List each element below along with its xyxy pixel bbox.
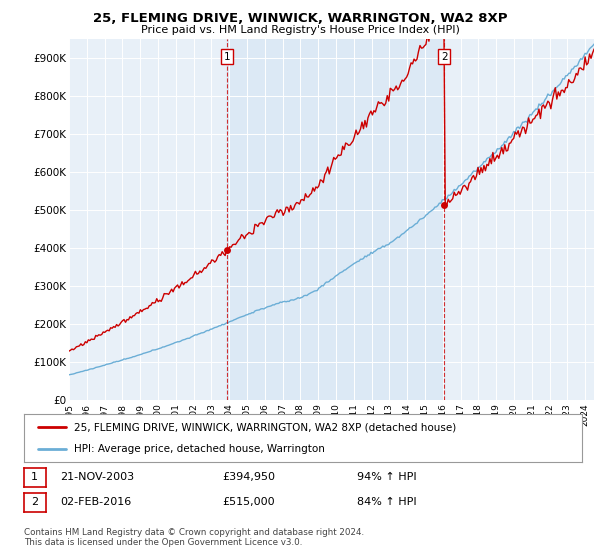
Text: 1: 1 — [224, 52, 230, 62]
Text: 25, FLEMING DRIVE, WINWICK, WARRINGTON, WA2 8XP (detached house): 25, FLEMING DRIVE, WINWICK, WARRINGTON, … — [74, 422, 457, 432]
Text: 94% ↑ HPI: 94% ↑ HPI — [357, 472, 416, 482]
Text: Contains HM Land Registry data © Crown copyright and database right 2024.
This d: Contains HM Land Registry data © Crown c… — [24, 528, 364, 548]
Text: 21-NOV-2003: 21-NOV-2003 — [60, 472, 134, 482]
Text: 25, FLEMING DRIVE, WINWICK, WARRINGTON, WA2 8XP: 25, FLEMING DRIVE, WINWICK, WARRINGTON, … — [93, 12, 507, 25]
Bar — [227, 39, 445, 400]
Text: 84% ↑ HPI: 84% ↑ HPI — [357, 497, 416, 507]
Text: Price paid vs. HM Land Registry's House Price Index (HPI): Price paid vs. HM Land Registry's House … — [140, 25, 460, 35]
Text: 2: 2 — [441, 52, 448, 62]
Text: 2: 2 — [31, 497, 38, 507]
Text: £394,950: £394,950 — [222, 472, 275, 482]
Text: 1: 1 — [31, 472, 38, 482]
Text: £515,000: £515,000 — [222, 497, 275, 507]
Text: 02-FEB-2016: 02-FEB-2016 — [60, 497, 131, 507]
Text: HPI: Average price, detached house, Warrington: HPI: Average price, detached house, Warr… — [74, 444, 325, 454]
